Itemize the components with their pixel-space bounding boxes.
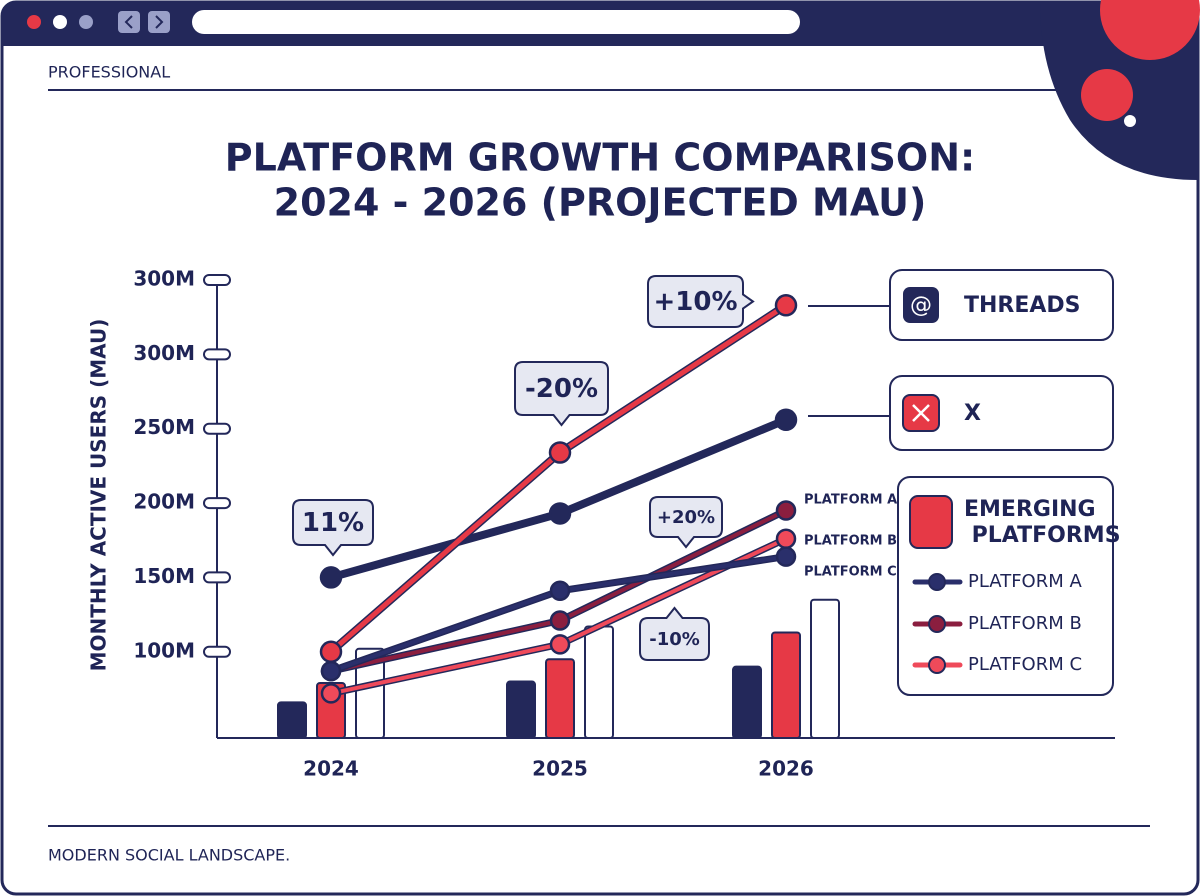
- url-bar[interactable]: [192, 10, 800, 34]
- y-tick: [203, 571, 231, 584]
- header: PROFESSIONAL: [48, 63, 170, 82]
- end-label: PLATFORM B: [804, 534, 897, 549]
- legend-swatch: [928, 615, 946, 633]
- emerging-icon: [909, 495, 953, 549]
- point: [774, 294, 798, 317]
- x-tick-label: 2024: [303, 757, 359, 781]
- y-tick-label: 150M: [133, 564, 195, 588]
- window-dot[interactable]: [27, 15, 41, 29]
- nav-arrows: [124, 15, 164, 29]
- bar: [545, 658, 575, 739]
- y-tick: [203, 274, 231, 286]
- point: [775, 528, 797, 550]
- x-tick-label: 2026: [758, 757, 814, 781]
- y-tick-label: 250M: [133, 415, 195, 439]
- point: [548, 502, 572, 525]
- annotation: -20%: [525, 374, 598, 404]
- chart: 100M 150M 200M 250M 300M 300M 2024 2025 2026 PLAT…: [133, 267, 1120, 781]
- window-dot[interactable]: [79, 15, 93, 29]
- bar: [277, 701, 307, 740]
- point: [549, 580, 571, 602]
- end-label: PLATFORM A: [804, 493, 897, 508]
- y-tick-label: 300M: [133, 267, 195, 291]
- x-tick-label: 2025: [532, 757, 588, 781]
- decor-circle: [1100, 0, 1200, 60]
- y-tick-label: 100M: [133, 638, 195, 662]
- point: [775, 500, 797, 521]
- y-tick: [203, 645, 231, 658]
- y-tick: [203, 497, 231, 510]
- bar: [732, 665, 762, 739]
- y-tick: [203, 348, 231, 361]
- point: [548, 441, 572, 464]
- point: [320, 660, 342, 682]
- callout: [649, 496, 723, 549]
- legend-box: [889, 375, 1114, 451]
- legend-label: THREADS: [964, 293, 1081, 318]
- bar: [506, 680, 536, 739]
- callout: [292, 499, 374, 557]
- chart-title: PLATFORM GROWTH COMPARISON:: [225, 136, 975, 180]
- legend-label: PLATFORM C: [968, 654, 1082, 675]
- decor-circle: [1081, 69, 1133, 121]
- point: [319, 640, 343, 664]
- callout: [639, 606, 710, 661]
- annotation: +20%: [657, 507, 715, 528]
- legend-swatch: [928, 573, 946, 591]
- point: [774, 408, 798, 432]
- window-dot[interactable]: [53, 15, 67, 29]
- callout: [514, 361, 609, 427]
- legend-swatch: [928, 656, 946, 674]
- y-tick-label: 300M: [133, 341, 195, 365]
- point: [549, 634, 571, 655]
- threads-icon-glyph: @: [910, 293, 932, 318]
- point: [775, 546, 797, 567]
- legend-label: PLATFORM A: [968, 571, 1082, 592]
- y-tick-label: 200M: [133, 490, 195, 514]
- bar: [584, 625, 614, 739]
- y-axis-label: MONTHLY ACTIVE USERS (MAU): [87, 319, 111, 672]
- bar: [810, 598, 840, 740]
- annotation: +10%: [653, 287, 737, 317]
- chart-title: 2024 - 2026 (PROJECTED MAU): [274, 181, 927, 225]
- legend-group-title: EMERGING PLATFORMS: [964, 497, 1121, 548]
- footer: MODERN SOCIAL LANDSCAPE.: [48, 846, 290, 865]
- bar: [355, 647, 385, 739]
- forward-button[interactable]: [148, 11, 170, 33]
- end-label: PLATFORM C: [804, 565, 897, 580]
- annotation: 11%: [302, 508, 364, 538]
- point: [320, 683, 342, 704]
- legend-label: X: [964, 401, 981, 426]
- annotation: -10%: [649, 629, 700, 650]
- x-icon-glyph: [912, 404, 930, 422]
- threads-icon: [903, 287, 939, 323]
- legend-label: PLATFORM B: [968, 613, 1082, 634]
- y-tick: [203, 422, 231, 435]
- point: [319, 566, 343, 589]
- point: [549, 610, 571, 631]
- bar: [771, 631, 801, 740]
- callout: [647, 275, 755, 328]
- decor-circle: [1124, 115, 1136, 127]
- back-button[interactable]: [118, 11, 140, 33]
